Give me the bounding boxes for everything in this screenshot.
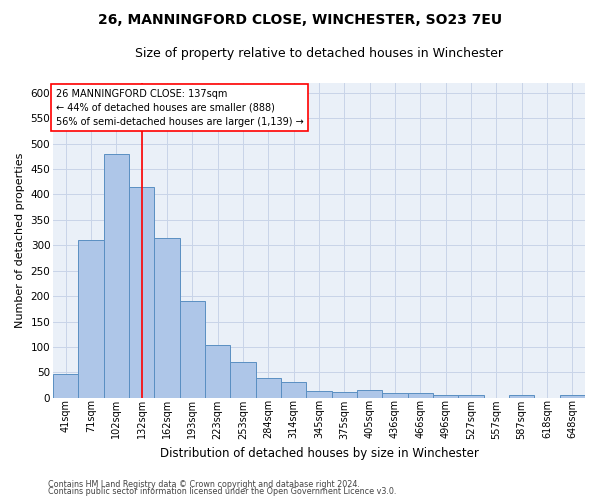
Text: Contains public sector information licensed under the Open Government Licence v3: Contains public sector information licen…: [48, 488, 397, 496]
Bar: [79, 240, 104, 398]
Bar: [53, 374, 79, 398]
Bar: [458, 395, 484, 398]
Bar: [332, 392, 357, 398]
Bar: [433, 395, 458, 398]
X-axis label: Distribution of detached houses by size in Winchester: Distribution of detached houses by size …: [160, 447, 478, 460]
Bar: [180, 301, 205, 398]
Text: Contains HM Land Registry data © Crown copyright and database right 2024.: Contains HM Land Registry data © Crown c…: [48, 480, 360, 489]
Bar: [256, 378, 281, 398]
Bar: [281, 382, 307, 398]
Y-axis label: Number of detached properties: Number of detached properties: [15, 152, 25, 328]
Bar: [104, 154, 129, 398]
Bar: [382, 392, 407, 398]
Bar: [154, 238, 180, 398]
Bar: [357, 390, 382, 398]
Bar: [560, 395, 585, 398]
Text: 26 MANNINGFORD CLOSE: 137sqm
← 44% of detached houses are smaller (888)
56% of s: 26 MANNINGFORD CLOSE: 137sqm ← 44% of de…: [56, 88, 304, 126]
Bar: [407, 392, 433, 398]
Bar: [307, 390, 332, 398]
Bar: [509, 395, 535, 398]
Title: Size of property relative to detached houses in Winchester: Size of property relative to detached ho…: [135, 48, 503, 60]
Bar: [230, 362, 256, 398]
Text: 26, MANNINGFORD CLOSE, WINCHESTER, SO23 7EU: 26, MANNINGFORD CLOSE, WINCHESTER, SO23 …: [98, 12, 502, 26]
Bar: [129, 186, 154, 398]
Bar: [205, 346, 230, 398]
